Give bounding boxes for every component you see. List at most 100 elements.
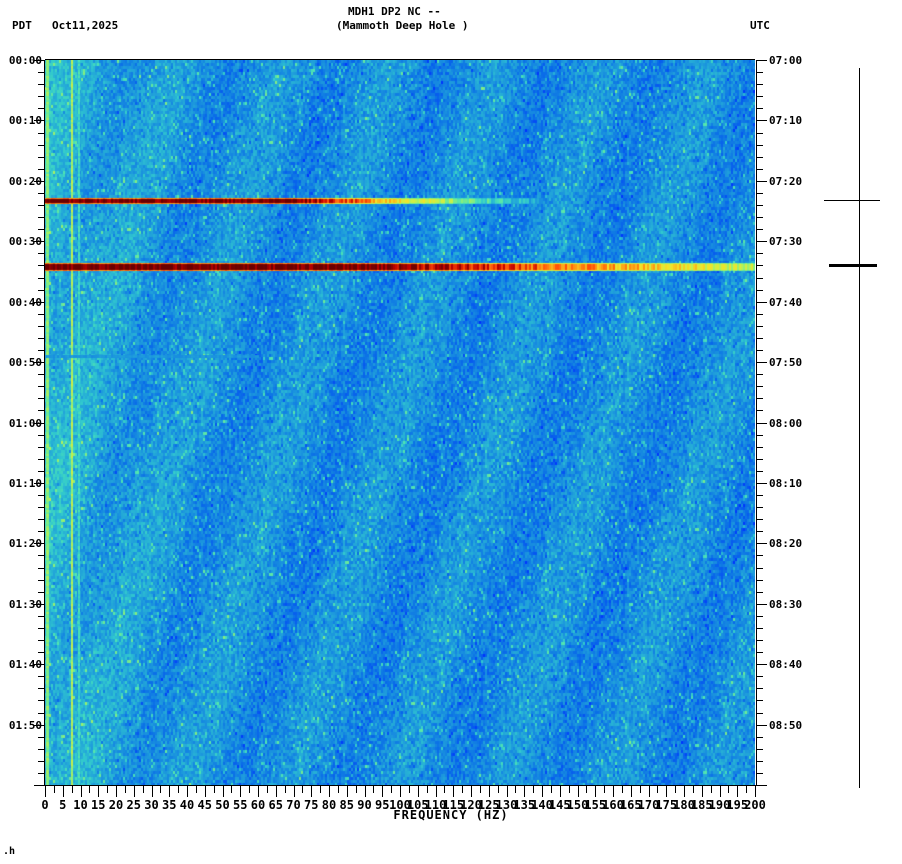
x-axis-label: 80 [321,798,337,812]
y-tick-major-right [756,785,767,786]
y-axis-right-label: 08:00 [769,417,803,430]
x-tick-major [507,786,508,797]
x-tick-major [649,786,650,797]
y-tick-minor-right [756,713,763,714]
x-axis-label: 165 [619,798,642,812]
x-tick-minor [143,786,144,793]
x-tick-major [81,786,82,797]
y-tick-minor-left [38,290,45,291]
x-tick-major [400,786,401,797]
y-tick-minor-left [38,531,45,532]
y-tick-major-left [34,302,45,303]
x-axis-label: 50 [215,798,230,812]
y-axis-right-label: 07:20 [769,175,803,188]
x-axis-label: 185 [690,798,713,812]
x-tick-minor [569,786,570,793]
x-tick-minor [373,786,374,793]
x-tick-major [613,786,614,797]
y-tick-minor-right [756,217,763,218]
y-tick-major-right [756,423,767,424]
x-tick-minor [54,786,55,793]
y-tick-major-left [34,362,45,363]
y-tick-minor-left [38,410,45,411]
marker-tick-thin [824,200,880,201]
y-tick-major-right [756,664,767,665]
y-tick-minor-right [756,700,763,701]
y-axis-left-label: 01:40 [8,658,42,671]
y-axis-left-label: 01:00 [8,417,42,430]
x-axis-title: FREQUENCY (HZ) [393,808,509,822]
x-tick-major [684,786,685,797]
x-axis-label: 170 [637,798,660,812]
x-tick-major [63,786,64,797]
x-axis-label: 155 [584,798,607,812]
x-tick-major [720,786,721,797]
y-tick-minor-right [756,410,763,411]
y-tick-minor-left [38,108,45,109]
x-tick-major [489,786,490,797]
y-tick-minor-left [38,145,45,146]
y-tick-minor-right [756,84,763,85]
x-axis-label: 130 [495,798,518,812]
y-tick-minor-right [756,157,763,158]
x-tick-major [595,786,596,797]
x-tick-minor [657,786,658,793]
spectrogram-canvas[interactable] [45,60,755,785]
x-tick-minor [480,786,481,793]
x-axis-label: 20 [108,798,124,812]
y-tick-minor-right [756,290,763,291]
y-tick-minor-right [756,640,763,641]
y-axis-right-label: 08:10 [769,477,803,490]
x-tick-major [311,786,312,797]
y-axis-left-label: 00:50 [8,356,42,369]
y-tick-major-right [756,181,767,182]
y-tick-major-left [34,543,45,544]
x-tick-major [365,786,366,797]
y-axis-left-label: 00:30 [8,235,42,248]
x-tick-minor [515,786,516,793]
x-tick-major [258,786,259,797]
header-date: Oct11,2025 [52,19,119,32]
y-tick-minor-left [38,616,45,617]
y-tick-minor-right [756,386,763,387]
y-tick-minor-left [38,507,45,508]
y-tick-major-left [34,483,45,484]
y-tick-minor-right [756,519,763,520]
y-axis-left-label: 01:10 [8,477,42,490]
y-axis-right-label: 07:40 [769,296,803,309]
y-axis-right-label: 08:30 [769,598,803,611]
x-tick-major [276,786,277,797]
y-tick-minor-left [38,72,45,73]
x-tick-major [578,786,579,797]
y-tick-major-right [756,302,767,303]
y-tick-minor-right [756,72,763,73]
y-tick-minor-left [38,568,45,569]
x-tick-minor [320,786,321,793]
y-tick-minor-left [38,229,45,230]
y-tick-minor-right [756,652,763,653]
x-axis-label: 70 [286,798,301,812]
y-tick-minor-left [38,676,45,677]
spectrogram-plot-area[interactable] [45,59,755,785]
y-tick-major-left [34,664,45,665]
x-axis-label: 0 [41,798,49,812]
y-tick-minor-right [756,314,763,315]
x-tick-minor [462,786,463,793]
x-axis-label: 40 [179,798,195,812]
x-tick-major [347,786,348,797]
y-tick-major-left [34,725,45,726]
x-tick-major [294,786,295,797]
y-tick-minor-left [38,338,45,339]
y-tick-minor-right [756,265,763,266]
y-axis-left-label: 00:00 [8,54,42,67]
x-tick-major [116,786,117,797]
spectrogram-image[interactable] [45,60,755,785]
y-tick-major-right [756,725,767,726]
y-tick-minor-right [756,350,763,351]
x-axis-label: 35 [162,798,177,812]
y-tick-major-right [756,483,767,484]
y-tick-minor-right [756,338,763,339]
y-tick-minor-left [38,628,45,629]
y-tick-minor-right [756,628,763,629]
y-tick-minor-left [38,652,45,653]
